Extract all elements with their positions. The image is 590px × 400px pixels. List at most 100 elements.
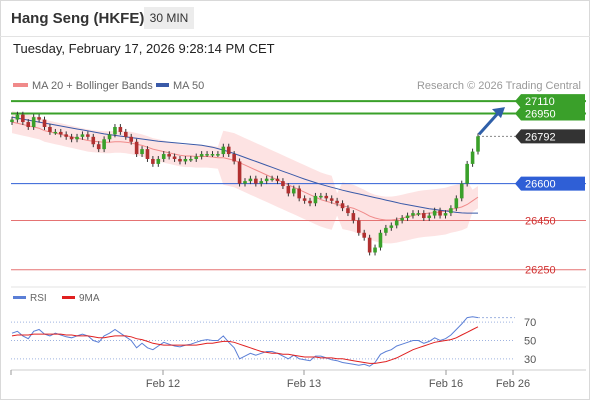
candle-body <box>221 146 226 155</box>
candle-body <box>216 154 220 156</box>
candle-body <box>156 158 161 164</box>
candle-body <box>64 134 68 137</box>
candle-body <box>102 139 106 150</box>
legend-ma20: MA 20 + Bollinger Bands <box>13 80 153 92</box>
ma9-swatch <box>62 295 75 299</box>
level-tag-26600: 26600 <box>515 176 585 191</box>
candle-body <box>194 156 199 159</box>
candle-body <box>324 195 329 199</box>
rsi-line <box>11 316 479 367</box>
legend-9ma: 9MA <box>62 293 100 304</box>
candle-body <box>118 126 123 132</box>
level-tag-26792: 26792 <box>515 129 585 144</box>
candle-body <box>459 183 464 199</box>
level-label-26450: 26450 <box>525 215 556 227</box>
candle-body <box>367 237 372 253</box>
candle-body <box>465 163 469 184</box>
candle-body <box>254 178 258 184</box>
candle-body <box>145 149 150 159</box>
candle-body <box>31 117 36 127</box>
candle-body <box>340 203 345 209</box>
x-tick-label: Feb 13 <box>287 378 321 390</box>
candle-body <box>329 198 334 201</box>
candle-body <box>470 151 475 164</box>
candle-body <box>21 114 25 123</box>
legend-ma20-label: MA 20 + Bollinger Bands <box>32 80 153 92</box>
candle-body <box>48 126 52 132</box>
candle-body <box>259 181 264 184</box>
level-label-26250: 26250 <box>525 265 556 277</box>
candle-body <box>302 198 307 201</box>
rsi-swatch <box>13 295 26 299</box>
candle-body <box>172 156 177 159</box>
candle-body <box>80 134 85 137</box>
candle-body <box>384 227 388 233</box>
candle-body <box>422 213 426 219</box>
legend-ma50-label: MA 50 <box>173 80 205 92</box>
candle-body <box>189 158 193 161</box>
legend-9ma-label: 9MA <box>79 293 100 304</box>
candle-body <box>123 131 128 137</box>
level-label-26950: 26950 <box>525 108 556 120</box>
level-label-26600: 26600 <box>525 179 556 191</box>
candle-body <box>394 220 399 226</box>
candle-body <box>134 141 139 155</box>
level-tag-26950: 26950 <box>515 106 585 121</box>
candle-body <box>232 154 236 162</box>
x-tick-label: Feb 16 <box>429 378 463 390</box>
level-tag-27110: 27110 <box>515 94 585 109</box>
timeframe-button[interactable]: 30 MIN <box>144 7 194 29</box>
candle-body <box>405 215 410 219</box>
candle-body <box>270 178 274 181</box>
candle-body <box>286 186 291 194</box>
candle-body <box>226 146 231 155</box>
candle-body <box>351 213 356 221</box>
ma50-swatch <box>156 83 169 88</box>
legend-rsi-label: RSI <box>30 293 47 304</box>
level-tag-bg-26950 <box>515 106 585 121</box>
level-label-26792: 26792 <box>525 131 556 143</box>
candle-body <box>438 210 442 216</box>
chart-header: Hang Seng (HKFE) 30 MIN <box>0 0 590 37</box>
x-tick-label: Feb 26 <box>496 378 530 390</box>
candle-body <box>319 195 323 198</box>
candle-body <box>264 178 269 182</box>
legend-ma50: MA 50 <box>156 80 204 92</box>
candle-body <box>449 208 453 214</box>
candle-body <box>346 208 350 214</box>
candle-body <box>297 188 301 199</box>
forecast-arrow-head <box>492 107 505 119</box>
candle-body <box>476 136 480 152</box>
level-label-27110: 27110 <box>525 96 555 108</box>
candle-body <box>161 154 166 159</box>
candle-body <box>96 144 101 150</box>
candle-body <box>199 154 204 157</box>
candle-body <box>389 225 394 228</box>
candle-body <box>275 178 280 182</box>
candle-body <box>91 136 96 145</box>
chart-title: Hang Seng (HKFE) <box>11 10 145 27</box>
candle-body <box>313 195 318 204</box>
candle-body <box>26 122 31 127</box>
candle-body <box>400 218 404 221</box>
candle-body <box>151 158 155 164</box>
candle-body <box>427 215 432 219</box>
candle-body <box>308 200 312 204</box>
candle-body <box>15 114 20 120</box>
candle-body <box>42 119 47 127</box>
candle-body <box>129 136 134 142</box>
candle-body <box>237 161 242 184</box>
forecast-arrow-shaft <box>477 111 501 136</box>
level-tag-bg-26792 <box>515 129 585 144</box>
bollinger-band <box>12 111 478 244</box>
legend-rsi: RSI <box>13 293 47 304</box>
rsi-tick-label: 30 <box>524 354 536 366</box>
research-credit: Research © 2026 Trading Central <box>416 80 581 92</box>
candle-body <box>432 210 437 216</box>
candle-body <box>178 158 182 162</box>
candle-body <box>69 136 74 140</box>
candle-body <box>86 134 90 137</box>
candle-body <box>205 154 209 156</box>
chart-datetime: Tuesday, February 17, 2026 9:28:14 PM CE… <box>13 41 275 56</box>
